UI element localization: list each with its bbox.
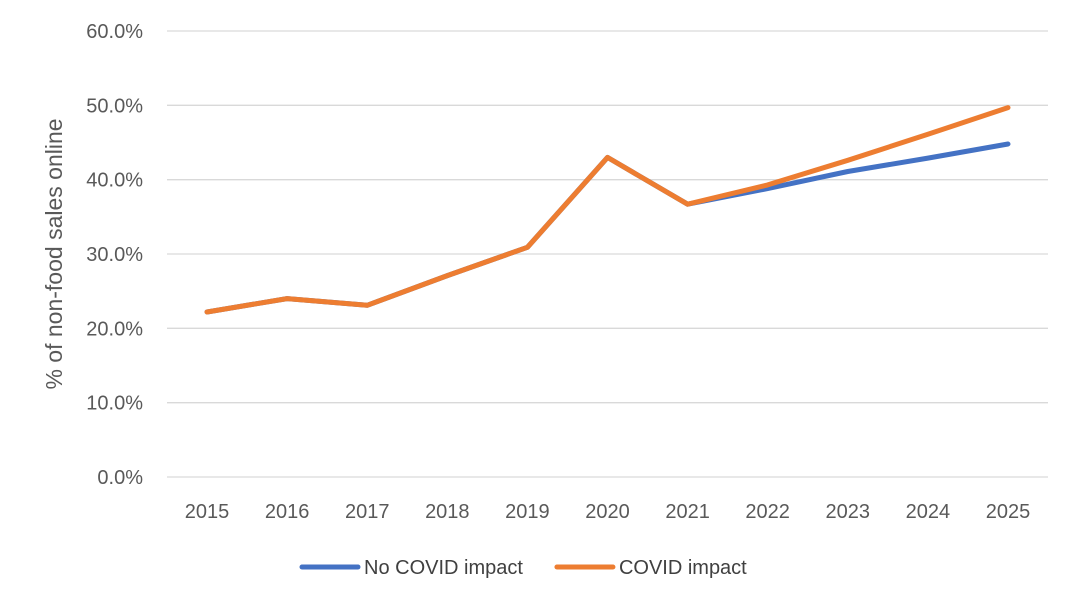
y-tick-label: 30.0%: [86, 244, 143, 266]
gridlines: [167, 30, 1048, 478]
x-tick-label: 2023: [826, 501, 871, 523]
x-tick-label: 2021: [665, 501, 710, 523]
y-tick-label: 50.0%: [86, 95, 143, 117]
y-tick-label: 10.0%: [86, 393, 143, 415]
series-line-1: [204, 141, 1011, 315]
x-tick-label: 2025: [986, 501, 1031, 523]
series-lines: [204, 105, 1011, 315]
x-tick-label: 2019: [505, 501, 550, 523]
x-tick-label: 2024: [906, 501, 951, 523]
legend-label: COVID impact: [619, 557, 747, 579]
series-line-2: [204, 105, 1011, 315]
y-tick-label: 0.0%: [97, 467, 143, 489]
x-axis-ticks: 2015 2016 2017 2018 2019 2020 2021 2022 2023 2024…: [185, 501, 1030, 523]
x-tick-label: 2017: [345, 501, 390, 523]
y-axis-label: % of non-food sales online: [41, 118, 67, 389]
y-axis-ticks: 0.0% 10.0% 20.0% 30.0% 40.0% 50.0% 60.0%: [86, 21, 143, 489]
x-tick-label: 2015: [185, 501, 230, 523]
legend-label: No COVID impact: [364, 557, 523, 579]
x-tick-label: 2018: [425, 501, 470, 523]
x-tick-label: 2022: [745, 501, 790, 523]
y-tick-label: 20.0%: [86, 318, 143, 340]
legend: No COVID impact COVID impact: [299, 557, 747, 579]
x-tick-label: 2020: [585, 501, 630, 523]
y-tick-label: 60.0%: [86, 21, 143, 43]
y-tick-label: 40.0%: [86, 170, 143, 192]
x-tick-label: 2016: [265, 501, 310, 523]
